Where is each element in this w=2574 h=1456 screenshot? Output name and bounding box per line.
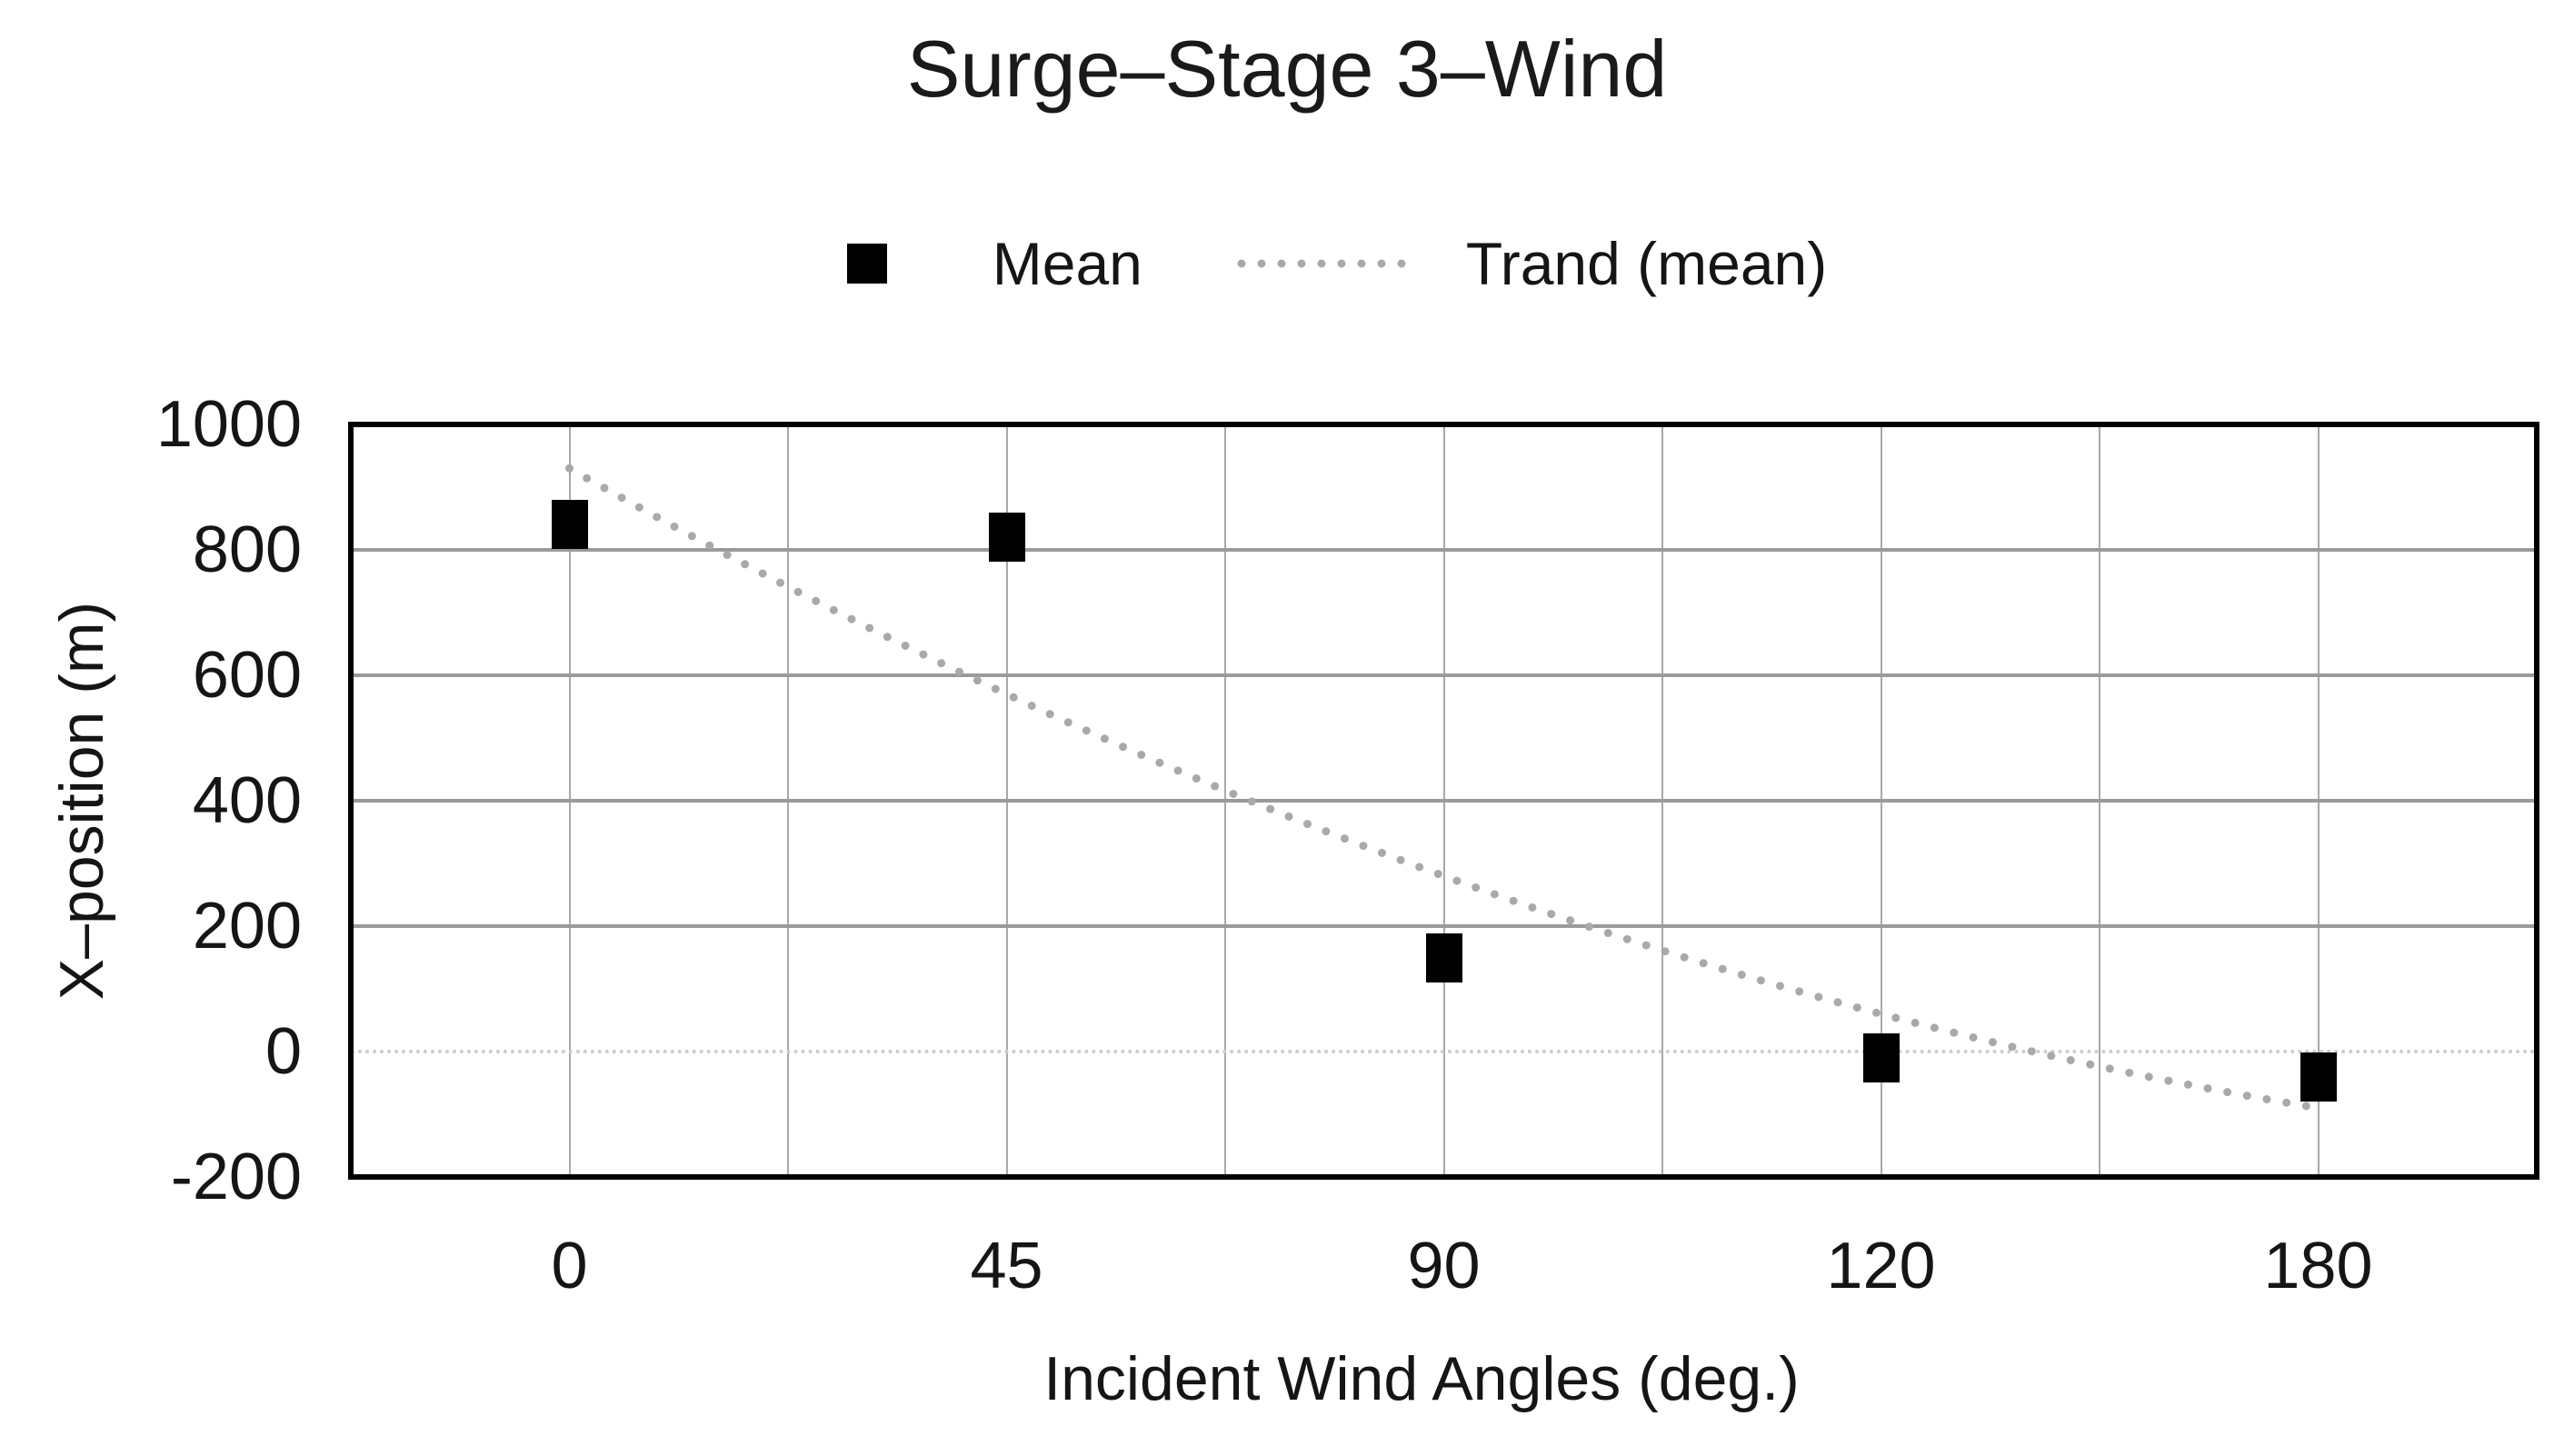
trend-dotted-curve — [565, 464, 2322, 1112]
legend-label-trend: Trand (mean) — [1465, 230, 1828, 297]
zero-gridline — [351, 1050, 2537, 1053]
data-point-marker — [1862, 1032, 1900, 1082]
data-point-marker — [1425, 932, 1462, 982]
y-tick-label: 1000 — [155, 388, 302, 461]
x-tick-label: 180 — [2263, 1230, 2373, 1302]
y-tick-label: 800 — [192, 514, 302, 586]
horizontal-gridline — [351, 799, 2537, 803]
legend: Mean Trand (mean) — [50, 225, 2574, 302]
y-tick-label: 200 — [192, 890, 302, 962]
data-point-marker — [988, 513, 1025, 563]
y-tick-label: -200 — [170, 1141, 302, 1213]
horizontal-gridline — [351, 673, 2537, 677]
x-tick-label: 45 — [970, 1230, 1043, 1302]
horizontal-gridline — [351, 924, 2537, 928]
x-tick-label: 90 — [1407, 1230, 1481, 1302]
y-tick-label: 600 — [192, 639, 302, 712]
x-axis-title: Incident Wind Angles (deg.) — [1043, 1344, 1800, 1413]
legend-label-mean: Mean — [992, 230, 1142, 297]
x-tick-label: 0 — [551, 1230, 588, 1302]
data-point-marker — [2300, 1052, 2337, 1102]
y-tick-label: 400 — [192, 764, 302, 837]
data-point-marker — [551, 500, 588, 550]
horizontal-gridline — [351, 548, 2537, 552]
legend-mean-square-icon — [846, 244, 887, 284]
chart-title: Surge–Stage 3–Wind — [906, 24, 1668, 114]
x-tick-label: 120 — [1826, 1230, 1936, 1302]
plot-border — [348, 422, 2539, 1180]
y-tick-label: 0 — [264, 1015, 302, 1088]
